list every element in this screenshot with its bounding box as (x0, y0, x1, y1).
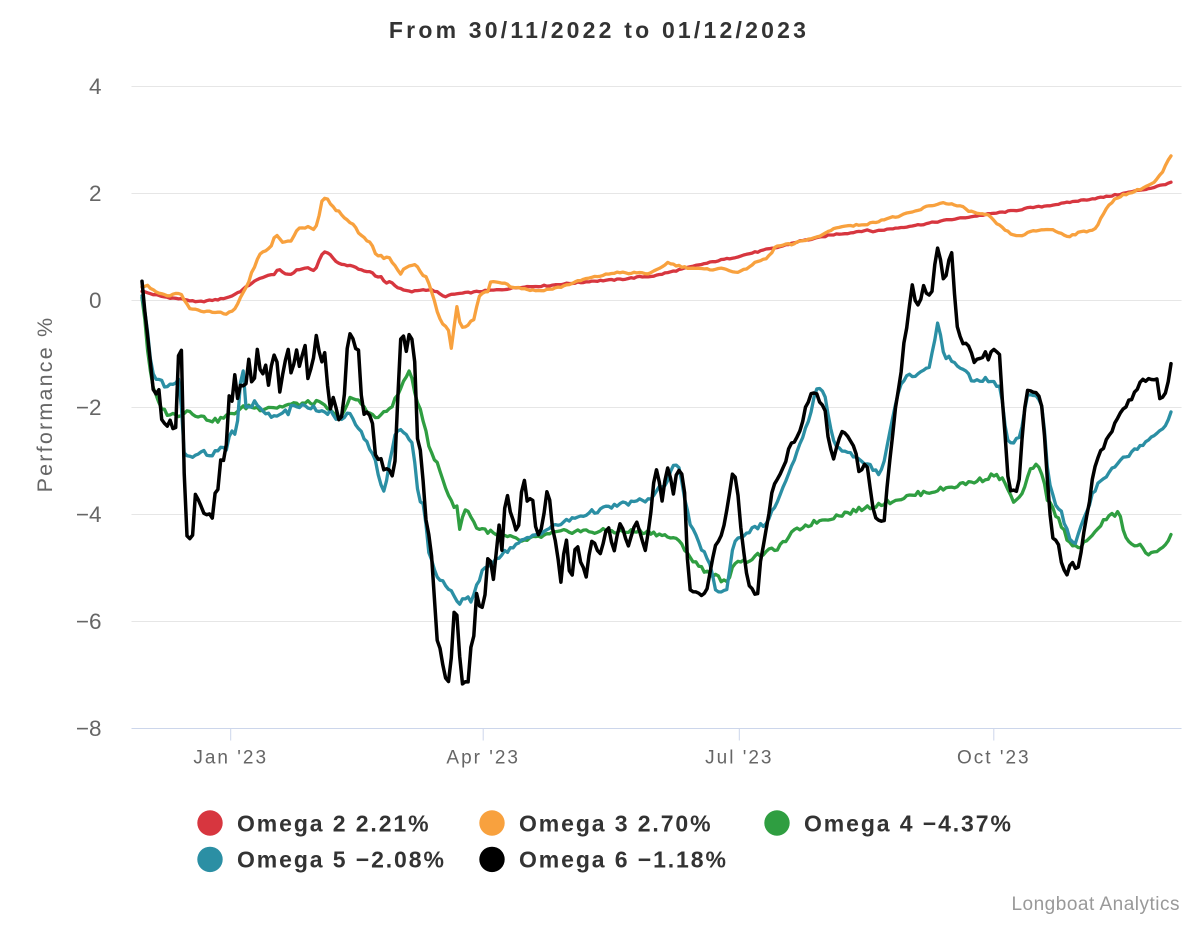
svg-text:−8: −8 (76, 716, 102, 741)
svg-text:Jul '23: Jul '23 (705, 748, 773, 769)
svg-text:Omega 6 −1.18%: Omega 6 −1.18% (519, 847, 728, 873)
svg-text:Oct '23: Oct '23 (957, 748, 1031, 769)
svg-text:Omega 2 2.21%: Omega 2 2.21% (237, 810, 430, 836)
svg-text:Omega 4 −4.37%: Omega 4 −4.37% (804, 810, 1013, 836)
svg-text:4: 4 (89, 74, 102, 99)
svg-text:Omega 5 −2.08%: Omega 5 −2.08% (237, 847, 446, 873)
svg-text:−6: −6 (76, 609, 102, 634)
svg-text:Performance %: Performance % (33, 316, 57, 493)
svg-text:From 30/11/2022 to 01/12/2023: From 30/11/2022 to 01/12/2023 (389, 17, 809, 43)
svg-text:Omega 3 2.70%: Omega 3 2.70% (519, 810, 712, 836)
svg-text:Jan '23: Jan '23 (193, 748, 268, 769)
svg-text:2: 2 (89, 181, 102, 206)
svg-text:0: 0 (89, 288, 102, 313)
svg-text:−2: −2 (76, 395, 102, 420)
svg-text:−4: −4 (76, 502, 102, 527)
svg-text:Longboat Analytics: Longboat Analytics (1011, 894, 1180, 915)
svg-text:Apr '23: Apr '23 (446, 748, 520, 769)
